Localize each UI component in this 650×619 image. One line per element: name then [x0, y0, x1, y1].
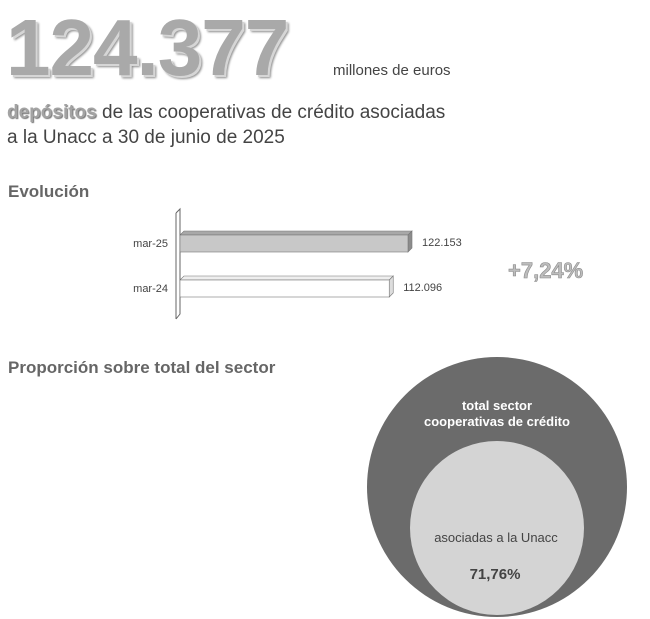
section-title-proporcion: Proporción sobre total del sector: [8, 358, 276, 377]
inner-label: asociadas a la Unacc: [434, 530, 558, 545]
headline-value: 124.377: [6, 3, 289, 92]
subtitle-line2: a la Unacc a 30 de junio de 2025: [7, 127, 285, 148]
circle-chart: total sector cooperativas de crédito aso…: [367, 357, 627, 617]
category-label-mar-25: mar-25: [133, 238, 168, 250]
bar-mar-24: [179, 279, 390, 298]
outer-label-line-1: total sector: [462, 398, 532, 413]
subtitle: depósitos de las cooperativas de crédito…: [7, 100, 567, 150]
bar-side-mar-25: [407, 230, 413, 253]
bar-mar-25: [179, 234, 409, 253]
value-label-mar-24: 112.096: [403, 282, 442, 294]
bar-side-mar-24: [388, 275, 394, 298]
bar-top-mar-25: [179, 230, 413, 236]
section-title-evolucion: Evolución: [8, 182, 90, 201]
outer-label-line-2: cooperativas de crédito: [424, 414, 570, 429]
inner-circle: [410, 441, 584, 615]
bar-top-mar-24: [179, 275, 394, 281]
category-label-mar-24: mar-24: [133, 283, 168, 295]
inner-percentage: 71,76%: [470, 566, 521, 583]
bar-chart: mar-25 122.153 mar-24 112.096: [133, 207, 462, 320]
headline-unit: millones de euros: [333, 62, 451, 79]
value-label-mar-25: 122.153: [422, 237, 462, 249]
growth-percentage: +7,24%: [508, 258, 583, 283]
subtitle-keyword: depósitos: [7, 102, 97, 123]
subtitle-line1: de las cooperativas de crédito asociadas: [96, 102, 446, 123]
bar-axis: [175, 207, 181, 320]
